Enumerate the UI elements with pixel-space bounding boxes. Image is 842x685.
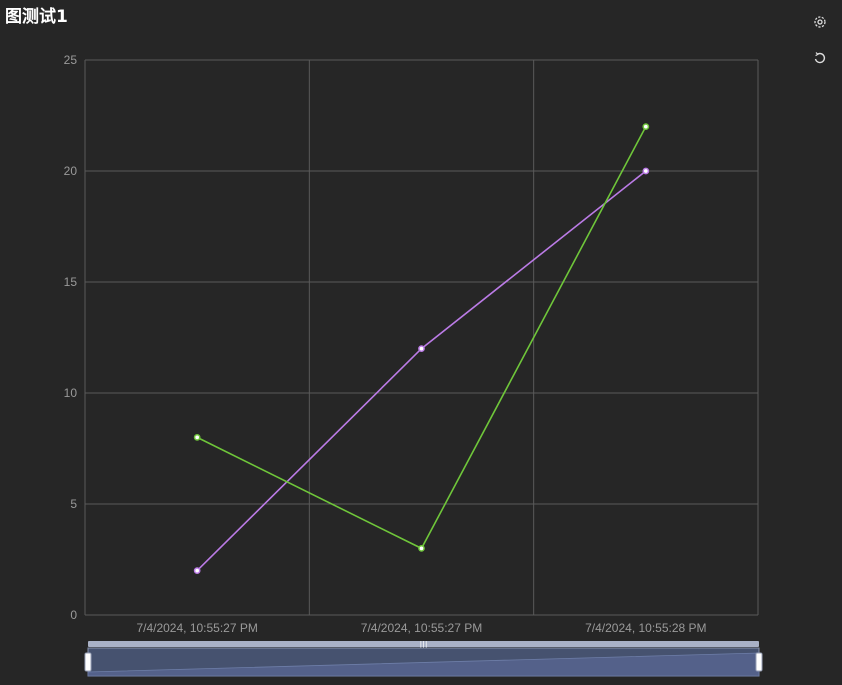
y-tick-label: 10 [64,386,78,400]
y-tick-label: 25 [64,53,78,67]
zoom-slider-top-bar [88,641,759,647]
series-point-2 [642,123,650,130]
refresh-button[interactable] [810,48,830,68]
zoom-handle-right[interactable] [755,652,763,672]
zoom-slider[interactable]: ||| [84,640,763,677]
settings-button[interactable] [810,12,830,32]
y-tick-label: 20 [64,164,78,178]
series-point-1 [418,345,425,352]
x-tick-label: 7/4/2024, 10:55:27 PM [361,621,482,635]
y-tick-label: 5 [70,497,77,511]
refresh-icon [814,52,826,64]
series-point-2 [418,545,425,552]
y-tick-label: 15 [64,275,78,289]
settings-icon [814,16,826,28]
zoom-handle-left[interactable] [84,652,92,672]
chart-title: 图测试1 [5,7,68,27]
series-point-1 [193,567,201,574]
series-line-1 [196,170,647,572]
series-point-2 [193,434,201,441]
x-tick-label: 7/4/2024, 10:55:28 PM [585,621,706,635]
y-tick-label: 0 [70,608,77,622]
x-tick-label: 7/4/2024, 10:55:27 PM [136,621,257,635]
series-line-2 [196,126,647,550]
zoom-slider-grip: ||| [419,640,427,649]
series-point-1 [642,167,650,175]
